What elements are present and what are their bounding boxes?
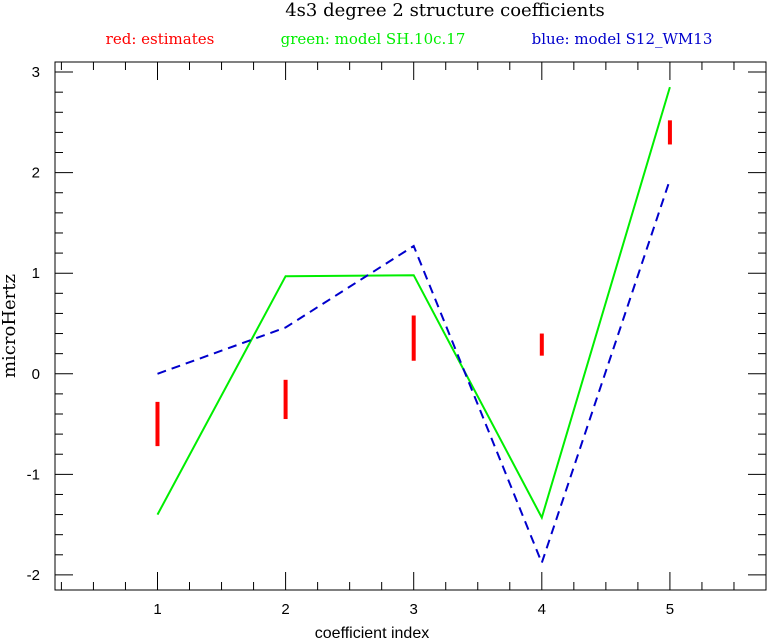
y-tick-label: 1 <box>32 265 40 282</box>
y-tick-label: -1 <box>27 466 40 483</box>
series-line-blue <box>157 179 671 566</box>
x-tick-label: 2 <box>281 601 289 618</box>
legend: red: estimates green: model SH.10c.17 blue… <box>106 30 713 48</box>
plot-frame <box>54 61 767 591</box>
y-axis-label: microHertz <box>0 274 20 378</box>
series-layer <box>155 86 672 566</box>
y-tick-label: 2 <box>32 165 40 182</box>
legend-entry: red: estimates <box>106 30 215 48</box>
legend-entry: blue: model S12_WM13 <box>532 30 713 48</box>
chart-title: 4s3 degree 2 structure coefficients <box>285 0 605 21</box>
x-tick-label: 5 <box>666 601 674 618</box>
axis-ticks: 1 2 3 4 5 -2 -1 0 1 2 3 <box>27 62 767 618</box>
legend-entry: green: model SH.10c.17 <box>281 30 466 48</box>
series-line-green <box>156 86 671 521</box>
x-axis-label: coefficient index <box>315 625 429 641</box>
y-tick-label: -2 <box>27 567 40 584</box>
x-tick-label: 1 <box>153 601 161 618</box>
x-tick-label: 3 <box>410 601 418 618</box>
y-tick-label: 0 <box>32 366 40 383</box>
x-tick-label: 4 <box>538 601 546 618</box>
y-tick-label: 3 <box>32 64 40 81</box>
